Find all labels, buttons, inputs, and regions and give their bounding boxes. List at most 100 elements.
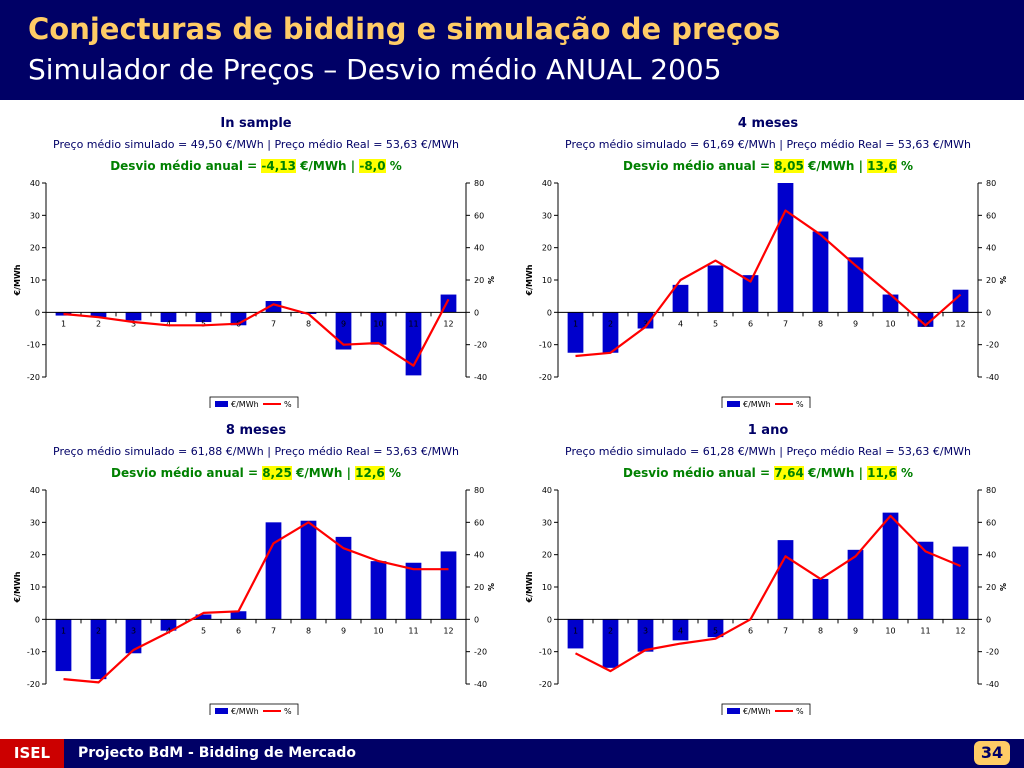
- deviation-summary: Desvio médio anual = 8,25 €/MWh | 12,6 %: [0, 466, 512, 480]
- x-tick-label: 6: [748, 319, 753, 328]
- percent-line: [63, 298, 450, 367]
- bar: [777, 540, 794, 620]
- y-tick-label: 10: [542, 583, 552, 592]
- deviation-suffix: %: [896, 159, 913, 173]
- y2-tick-label: -40: [474, 680, 487, 689]
- y2-tick-label: 20: [986, 583, 996, 592]
- legend-line-label: %: [284, 707, 292, 715]
- deviation-mid: €/MWh |: [295, 159, 360, 173]
- y-tick-label: 40: [542, 486, 552, 495]
- x-tick-label: 11: [408, 319, 418, 328]
- y2-tick-label: 60: [474, 211, 484, 220]
- bar: [917, 541, 934, 620]
- bar: [90, 619, 107, 680]
- y-tick-label: 0: [35, 308, 40, 317]
- y-tick-label: 20: [30, 551, 40, 560]
- bar: [300, 520, 317, 620]
- bar: [602, 312, 619, 353]
- chart-panel-4-meses: 4 meses Preço médio simulado = 61,69 €/M…: [512, 100, 1024, 408]
- bar: [195, 614, 212, 620]
- y2-tick-label: 80: [474, 486, 484, 495]
- legend-box: [209, 396, 299, 408]
- y-tick-label: 0: [35, 615, 40, 624]
- y2-tick-label: 0: [474, 308, 479, 317]
- bar: [882, 512, 899, 620]
- slide-subtitle: Simulador de Preços – Desvio médio ANUAL…: [28, 53, 722, 86]
- y2-axis-label: %: [487, 583, 496, 591]
- deviation-summary: Desvio médio anual = -4,13 €/MWh | -8,0 …: [0, 159, 512, 173]
- x-tick-label: 4: [678, 626, 683, 635]
- bar: [637, 619, 654, 652]
- y-axis-label: €/MWh: [13, 571, 22, 603]
- x-tick-label: 12: [955, 626, 965, 635]
- bar: [952, 546, 969, 620]
- deviation-eur-value: -4,13: [261, 159, 296, 173]
- bar: [125, 619, 142, 654]
- bar: [777, 183, 794, 313]
- deviation-mid: €/MWh |: [803, 466, 868, 480]
- y-tick-label: 20: [542, 244, 552, 253]
- y2-tick-label: 80: [474, 179, 484, 188]
- x-tick-label: 7: [271, 626, 276, 635]
- deviation-suffix: %: [385, 159, 402, 173]
- deviation-summary: Desvio médio anual = 7,64 €/MWh | 11,6 %: [512, 466, 1024, 480]
- x-tick-label: 2: [608, 319, 613, 328]
- x-tick-label: 10: [373, 319, 383, 328]
- y2-tick-label: 0: [986, 615, 991, 624]
- bar: [160, 312, 177, 323]
- bar: [567, 312, 584, 353]
- y2-tick-label: 0: [986, 308, 991, 317]
- y-axis-label: €/MWh: [525, 264, 534, 296]
- deviation-mid: €/MWh |: [291, 466, 356, 480]
- chart-title: 4 meses: [737, 116, 799, 131]
- bar: [230, 611, 247, 620]
- slide-footer: ISEL Projecto BdM - Bidding de Mercado 3…: [0, 739, 1024, 768]
- bar: [847, 549, 864, 620]
- deviation-suffix: %: [896, 466, 913, 480]
- legend-line-label: %: [284, 400, 292, 408]
- legend-bar-label: €/MWh: [743, 707, 771, 715]
- chart-panel-1-ano: 1 ano Preço médio simulado = 61,28 €/MWh…: [512, 407, 1024, 715]
- y-tick-label: 40: [30, 486, 40, 495]
- legend-box: [209, 703, 299, 715]
- chart-panel-in-sample: In sample Preço médio simulado = 49,50 €…: [0, 100, 512, 408]
- legend-bar-label: €/MWh: [743, 400, 771, 408]
- chart-title: 1 ano: [747, 423, 789, 438]
- price-summary: Preço médio simulado = 49,50 €/MWh | Pre…: [53, 138, 459, 151]
- deviation-eur-value: 8,25: [262, 466, 292, 480]
- y2-tick-label: -20: [474, 341, 487, 350]
- x-tick-label: 3: [643, 626, 648, 635]
- bar: [812, 231, 829, 313]
- bar: [160, 619, 177, 631]
- isel-logo: ISEL: [0, 739, 64, 768]
- bar: [952, 289, 969, 313]
- deviation-pct-value: -8,0: [359, 159, 386, 173]
- y-tick-label: 30: [542, 518, 552, 527]
- bar: [882, 294, 899, 313]
- bar: [405, 562, 422, 620]
- bar: [265, 522, 282, 620]
- y2-tick-label: -20: [986, 341, 999, 350]
- x-tick-label: 6: [748, 626, 753, 635]
- x-tick-label: 4: [166, 626, 171, 635]
- bar: [847, 257, 864, 313]
- x-tick-label: 8: [818, 319, 823, 328]
- legend-line-label: %: [796, 707, 804, 715]
- bar: [707, 265, 724, 313]
- legend-bar-swatch: [215, 708, 228, 714]
- y-tick-label: 40: [542, 179, 552, 188]
- bar: [672, 284, 689, 313]
- y2-tick-label: 40: [986, 551, 996, 560]
- y2-tick-label: 0: [474, 615, 479, 624]
- bar: [265, 301, 282, 313]
- percent-line: [575, 514, 961, 673]
- y2-tick-label: -40: [474, 373, 487, 382]
- y-tick-label: -10: [27, 648, 40, 657]
- x-tick-label: 9: [341, 319, 346, 328]
- y2-tick-label: 20: [474, 583, 484, 592]
- bar: [440, 551, 457, 620]
- x-tick-label: 12: [443, 626, 453, 635]
- price-summary: Preço médio simulado = 61,28 €/MWh | Pre…: [565, 445, 971, 458]
- project-name: Projecto BdM - Bidding de Mercado: [78, 745, 357, 761]
